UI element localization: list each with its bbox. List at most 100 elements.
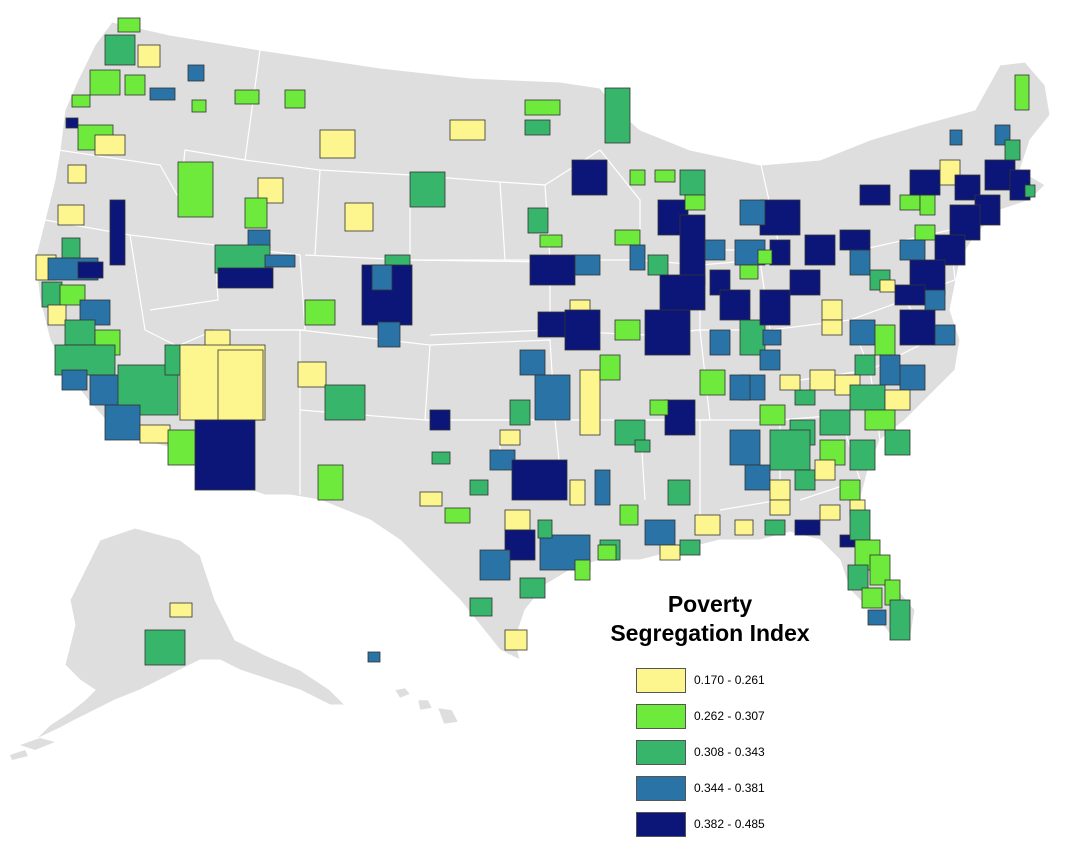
metro-region bbox=[524, 119, 551, 136]
metro-region bbox=[884, 429, 911, 456]
metro-region bbox=[762, 329, 782, 346]
metro-region bbox=[469, 597, 493, 617]
metro-region bbox=[599, 354, 621, 381]
metro-region bbox=[594, 469, 611, 506]
metro-region bbox=[304, 299, 336, 326]
metro-region bbox=[489, 449, 516, 471]
metro-region bbox=[519, 577, 546, 599]
metro-region bbox=[1014, 74, 1030, 111]
metro-region bbox=[469, 479, 489, 496]
metro-region bbox=[377, 321, 401, 348]
metro-region bbox=[779, 374, 801, 391]
metro-region bbox=[614, 319, 641, 341]
metro-region bbox=[934, 324, 956, 346]
metro-region bbox=[149, 87, 176, 101]
metro-region bbox=[629, 244, 646, 271]
metro-region bbox=[894, 284, 926, 306]
legend-item: 0.262 - 0.307 bbox=[636, 698, 830, 734]
metro-region bbox=[821, 319, 843, 336]
legend-swatch bbox=[636, 775, 686, 801]
metro-region bbox=[899, 194, 921, 211]
metro-region bbox=[614, 229, 641, 246]
metro-region bbox=[574, 559, 591, 581]
metro-region bbox=[914, 224, 936, 241]
metro-region bbox=[709, 329, 731, 356]
metro-region bbox=[699, 369, 726, 396]
metro-region bbox=[479, 549, 511, 581]
metro-region bbox=[61, 369, 88, 391]
metro-region bbox=[667, 479, 691, 506]
metro-region bbox=[924, 289, 946, 311]
metro-region bbox=[899, 309, 936, 346]
metro-region bbox=[527, 207, 549, 234]
hawaii-islands bbox=[394, 687, 459, 725]
metro-region bbox=[654, 169, 676, 183]
metro-region bbox=[879, 279, 896, 293]
metro-region bbox=[759, 289, 791, 326]
metro-region bbox=[124, 74, 146, 96]
metro-region bbox=[679, 169, 706, 196]
metro-region bbox=[679, 214, 706, 286]
metro-region bbox=[511, 459, 568, 501]
metro-region bbox=[794, 389, 816, 406]
metro-region bbox=[809, 369, 836, 391]
metro-region bbox=[694, 514, 721, 536]
legend-label: 0.308 - 0.343 bbox=[694, 745, 765, 759]
metro-region bbox=[789, 269, 821, 296]
metro-region bbox=[757, 249, 773, 265]
metro-region bbox=[794, 519, 821, 536]
metro-region bbox=[949, 129, 963, 146]
metro-region bbox=[537, 311, 569, 338]
metro-region bbox=[849, 249, 871, 276]
metro-region bbox=[537, 519, 553, 539]
metro-region bbox=[509, 399, 531, 426]
metro-region bbox=[819, 504, 841, 521]
legend-item: 0.308 - 0.343 bbox=[636, 734, 830, 770]
metro-region bbox=[884, 389, 911, 411]
metro-region bbox=[444, 507, 471, 524]
metro-region bbox=[117, 17, 141, 33]
legend-item: 0.344 - 0.381 bbox=[636, 770, 830, 806]
metro-region bbox=[1004, 139, 1021, 161]
metro-region bbox=[821, 299, 843, 321]
legend-label: 0.170 - 0.261 bbox=[694, 673, 765, 687]
metro-region bbox=[864, 409, 896, 431]
metro-region bbox=[867, 609, 887, 626]
metro-region bbox=[899, 364, 926, 391]
metro-region bbox=[371, 264, 393, 291]
metro-region bbox=[409, 171, 446, 208]
metro-region bbox=[89, 374, 121, 406]
metro-region bbox=[644, 519, 676, 546]
metro-region bbox=[684, 194, 706, 211]
metro-region bbox=[769, 499, 791, 516]
metro-region bbox=[504, 509, 531, 531]
metro-region bbox=[839, 229, 871, 251]
legend-items: 0.170 - 0.261 0.262 - 0.307 0.308 - 0.34… bbox=[636, 662, 830, 842]
metro-region bbox=[317, 464, 344, 501]
metro-region bbox=[1024, 184, 1036, 198]
legend-label: 0.344 - 0.381 bbox=[694, 781, 765, 795]
metro-region bbox=[57, 204, 85, 226]
metro-region bbox=[574, 254, 601, 276]
metro-region bbox=[664, 399, 696, 436]
metro-region bbox=[139, 424, 171, 444]
legend-swatch bbox=[636, 667, 686, 693]
legend-swatch bbox=[636, 739, 686, 765]
metro-region bbox=[794, 469, 816, 491]
metro-region bbox=[759, 404, 786, 426]
metro-region bbox=[367, 651, 381, 663]
metro-region bbox=[504, 629, 528, 651]
metro-region bbox=[564, 309, 601, 351]
metro-region bbox=[879, 354, 901, 386]
legend-item: 0.170 - 0.261 bbox=[636, 662, 830, 698]
metro-region bbox=[431, 451, 451, 465]
metro-region bbox=[244, 197, 268, 229]
metro-region bbox=[739, 199, 766, 226]
metro-region bbox=[744, 464, 771, 491]
metro-region bbox=[729, 374, 751, 401]
metro-region bbox=[144, 629, 186, 666]
metro-region bbox=[419, 491, 443, 507]
metro-region bbox=[704, 239, 726, 261]
metro-region bbox=[899, 239, 926, 261]
